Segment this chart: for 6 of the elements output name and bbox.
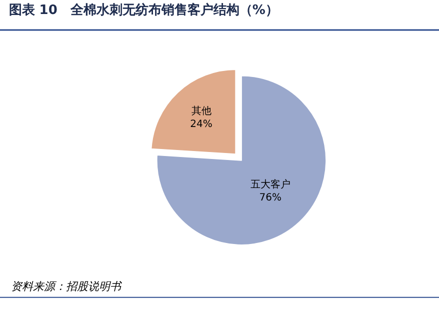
- text: 资料来源：招股说明书: [11, 280, 123, 293]
- slice-label: 其他: [191, 105, 212, 118]
- data-label: 76%: [259, 192, 282, 204]
- data-label: 24%: [190, 119, 212, 130]
- slice-label: 五大客户: [250, 178, 290, 191]
- chart-title: 图表 10 全棉水刺无纺布销售客户结构（%）: [8, 2, 278, 18]
